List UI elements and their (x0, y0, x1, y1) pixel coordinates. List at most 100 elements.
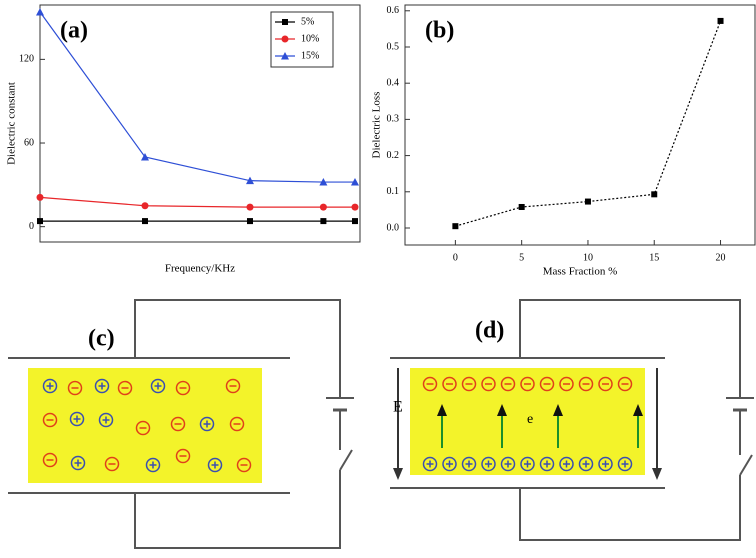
switch (739, 454, 753, 476)
negative-charge (442, 376, 457, 392)
negative-charge (175, 380, 191, 396)
wire (134, 299, 341, 398)
negative-charge (461, 376, 477, 392)
panel-label: (b) (425, 18, 454, 44)
positive-charge (69, 411, 85, 427)
negative-charge (422, 376, 438, 392)
marker (651, 191, 658, 198)
y-tick-label: 0.5 (387, 41, 400, 52)
marker (141, 218, 148, 225)
positive-charge (500, 456, 516, 472)
wire (519, 475, 741, 541)
negative-charge (500, 376, 516, 392)
wire (134, 470, 341, 549)
marker (452, 223, 459, 230)
negative-charge (175, 448, 191, 464)
negative-charge (67, 380, 83, 396)
marker (245, 176, 254, 185)
panel-label: (d) (475, 318, 504, 344)
legend-marker (281, 52, 289, 60)
positive-charge (94, 378, 110, 394)
arrow-head (553, 404, 563, 416)
series-line (455, 20, 722, 227)
legend-label: 5% (301, 16, 314, 27)
positive-charge (42, 378, 58, 394)
negative-charge (117, 380, 133, 396)
marker (140, 152, 149, 161)
x-tick-label: 20 (716, 252, 726, 263)
marker (320, 218, 327, 225)
negative-charge (236, 457, 252, 473)
y-axis-label: Dielectric Loss (371, 92, 383, 159)
arrow-head (652, 468, 662, 480)
charge-label: e (527, 412, 533, 427)
positive-charge (150, 378, 166, 394)
y-tick-label: 0.3 (387, 114, 400, 125)
positive-charge (617, 456, 633, 472)
negative-charge (559, 376, 574, 392)
x-tick-label: 5 (519, 252, 524, 263)
positive-charge (539, 456, 555, 472)
marker (351, 218, 358, 225)
marker (717, 17, 724, 24)
marker (351, 203, 359, 211)
legend-marker (281, 35, 289, 43)
legend-label: 10% (301, 33, 319, 44)
positive-charge (70, 455, 86, 471)
y-tick-label: 0 (29, 221, 34, 232)
x-axis-label: Frequency/KHz (165, 263, 235, 275)
wire (519, 299, 741, 398)
x-tick-label: 0 (453, 252, 458, 263)
negative-charge (170, 416, 186, 432)
field-label: E (393, 399, 403, 416)
marker (584, 198, 591, 205)
diagram-d (390, 299, 754, 541)
diagram-c (8, 299, 354, 549)
positive-charge (442, 456, 457, 472)
positive-charge (481, 456, 496, 472)
negative-charge (539, 376, 555, 392)
marker (319, 203, 327, 211)
negative-charge (578, 376, 594, 392)
y-tick-label: 60 (24, 137, 34, 148)
positive-charge (598, 456, 613, 472)
legend-marker (282, 19, 288, 25)
positive-charge (145, 457, 161, 473)
x-axis-label: Mass Fraction % (543, 266, 618, 278)
negative-charge (225, 378, 241, 394)
y-tick-label: 0.1 (387, 186, 400, 197)
plot-frame (39, 4, 361, 243)
plot-frame (404, 4, 756, 246)
negative-charge (229, 416, 245, 432)
marker (141, 202, 149, 210)
y-tick-label: 0.0 (387, 222, 400, 233)
panel-label: (c) (88, 326, 115, 352)
marker (350, 178, 359, 186)
marker (319, 178, 328, 186)
series-line (39, 196, 355, 208)
y-tick-label: 0.6 (387, 5, 400, 16)
arrow-head (437, 404, 447, 416)
positive-charge (578, 456, 594, 472)
panel-label: (a) (60, 18, 88, 44)
positive-charge (559, 456, 574, 472)
dielectric (28, 368, 262, 483)
marker (518, 203, 525, 210)
y-tick-label: 0.2 (387, 150, 400, 161)
legend-label: 15% (301, 50, 319, 61)
negative-charge (520, 376, 535, 392)
negative-charge (104, 456, 120, 472)
positive-charge (199, 416, 215, 432)
marker (37, 218, 43, 225)
x-tick-label: 15 (649, 252, 659, 263)
marker (36, 193, 44, 201)
arrow-head (633, 404, 643, 416)
arrow-head (393, 468, 403, 480)
positive-charge (520, 456, 535, 472)
positive-charge (461, 456, 477, 472)
y-axis-label: Dielectric constant (6, 82, 18, 165)
negative-charge (481, 376, 496, 392)
x-tick-label: 10 (583, 252, 593, 263)
negative-charge (617, 376, 633, 392)
